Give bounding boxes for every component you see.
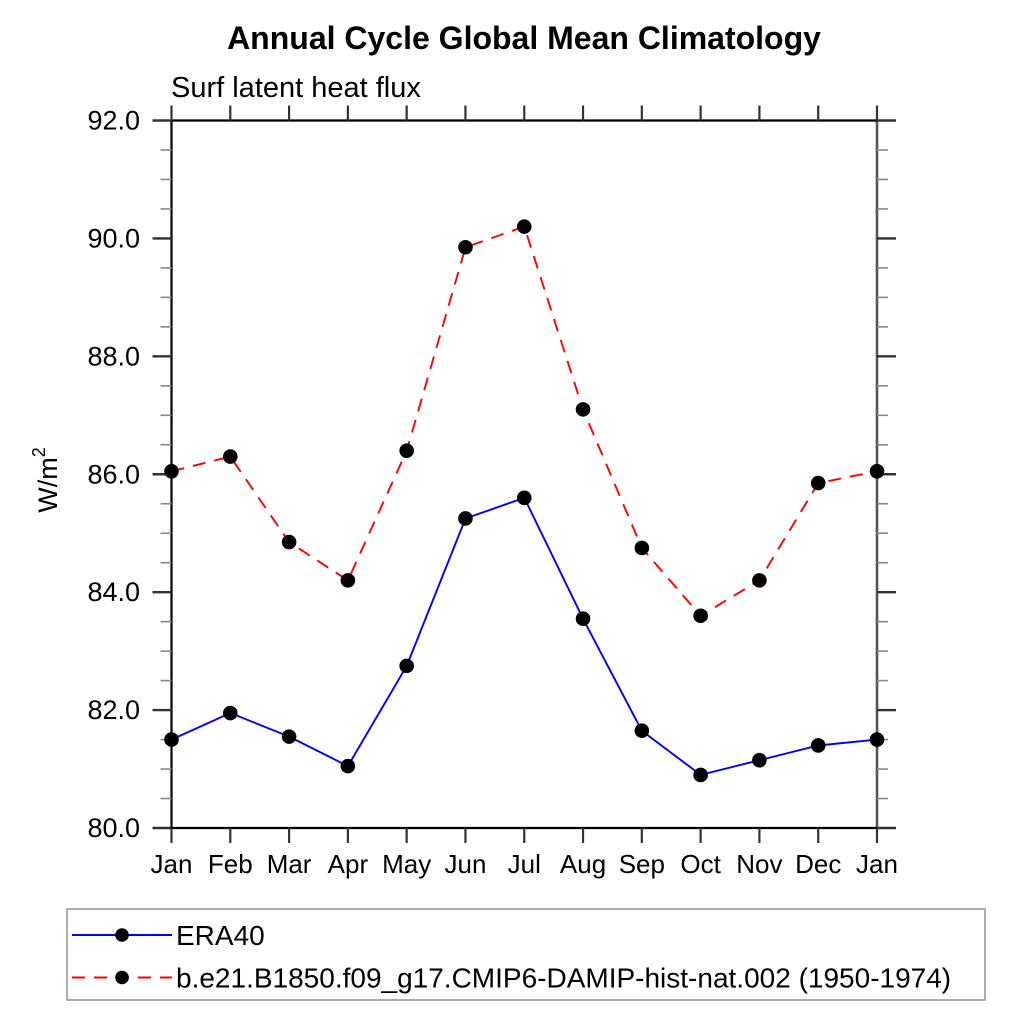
y-tick-label: 82.0: [87, 695, 140, 725]
series-0-marker: [340, 758, 356, 774]
x-tick-label: Jul: [508, 849, 541, 879]
y-tick-label: 86.0: [87, 459, 140, 489]
legend-border: [66, 908, 986, 1001]
x-tick-label: Nov: [736, 849, 782, 879]
x-tick-label: Jan: [151, 849, 193, 879]
x-tick-label: Sep: [619, 849, 665, 879]
x-tick-label: Apr: [328, 849, 369, 879]
series-1-marker: [693, 608, 708, 624]
x-tick-label: Mar: [267, 849, 312, 879]
series-0-marker: [869, 732, 885, 747]
series-0-marker: [281, 729, 297, 744]
legend-box: ERA40 b.e21.B1850.f09_g17.CMIP6-DAMIP-his…: [66, 908, 986, 1001]
series-1-marker: [752, 573, 767, 588]
series-1-marker: [575, 402, 591, 417]
series-0-marker: [634, 723, 650, 739]
series-line-1: [171, 225, 878, 618]
y-axis-label-base: W/m: [33, 457, 63, 512]
legend-label: b.e21.B1850.f09_g17.CMIP6-DAMIP-hist-nat…: [176, 963, 951, 994]
y-tick-label: 90.0: [87, 223, 140, 253]
series-1-marker: [399, 443, 414, 458]
x-tick-label: Jan: [856, 849, 898, 879]
series-0-marker: [164, 732, 179, 747]
x-tick-label: Jun: [444, 849, 486, 879]
series-1-marker: [222, 449, 238, 464]
plot-axes: 80.0 82.0 84.0 86.0 88.0 90.0 92.0 Jan Feb Mar Apr…: [87, 105, 898, 879]
series-0-marker: [516, 490, 532, 506]
series-0-marker: [399, 658, 414, 674]
x-tick-label: May: [382, 849, 431, 879]
plot-series: [164, 219, 885, 783]
x-tick-label: Dec: [795, 849, 841, 879]
series-1-marker: [869, 464, 885, 479]
series-line-0: [171, 496, 878, 776]
y-tick-label: 92.0: [87, 106, 140, 136]
series-0-marker: [693, 767, 708, 783]
y-axis-label-exponent: 2: [29, 447, 49, 457]
legend-marker: [115, 970, 129, 985]
legend-label: ERA40: [176, 920, 265, 951]
series-1-marker: [458, 239, 473, 255]
series-1-marker: [634, 540, 650, 556]
x-tick-label: Oct: [680, 849, 721, 879]
series-1-marker: [281, 534, 297, 550]
legend-marker: [115, 928, 129, 942]
series-1-marker: [516, 219, 532, 234]
chart-title: Annual Cycle Global Mean Climatology: [227, 20, 821, 56]
x-tick-label: Aug: [560, 849, 606, 879]
y-axis-label: W/m2: [29, 447, 63, 513]
chart-subtitle: Surf latent heat flux: [171, 72, 421, 104]
series-0-marker: [752, 752, 767, 768]
y-tick-label: 80.0: [87, 813, 140, 843]
series-0-marker: [222, 705, 238, 721]
y-tick-label: 88.0: [87, 341, 140, 371]
y-tick-label: 84.0: [87, 577, 140, 607]
series-1-marker: [340, 573, 356, 588]
series-0-marker: [575, 611, 591, 626]
x-tick-label: Feb: [208, 849, 253, 879]
series-1-marker: [164, 464, 179, 479]
series-1-marker: [810, 475, 826, 491]
series-0-marker: [458, 511, 473, 526]
series-0-marker: [810, 738, 826, 753]
